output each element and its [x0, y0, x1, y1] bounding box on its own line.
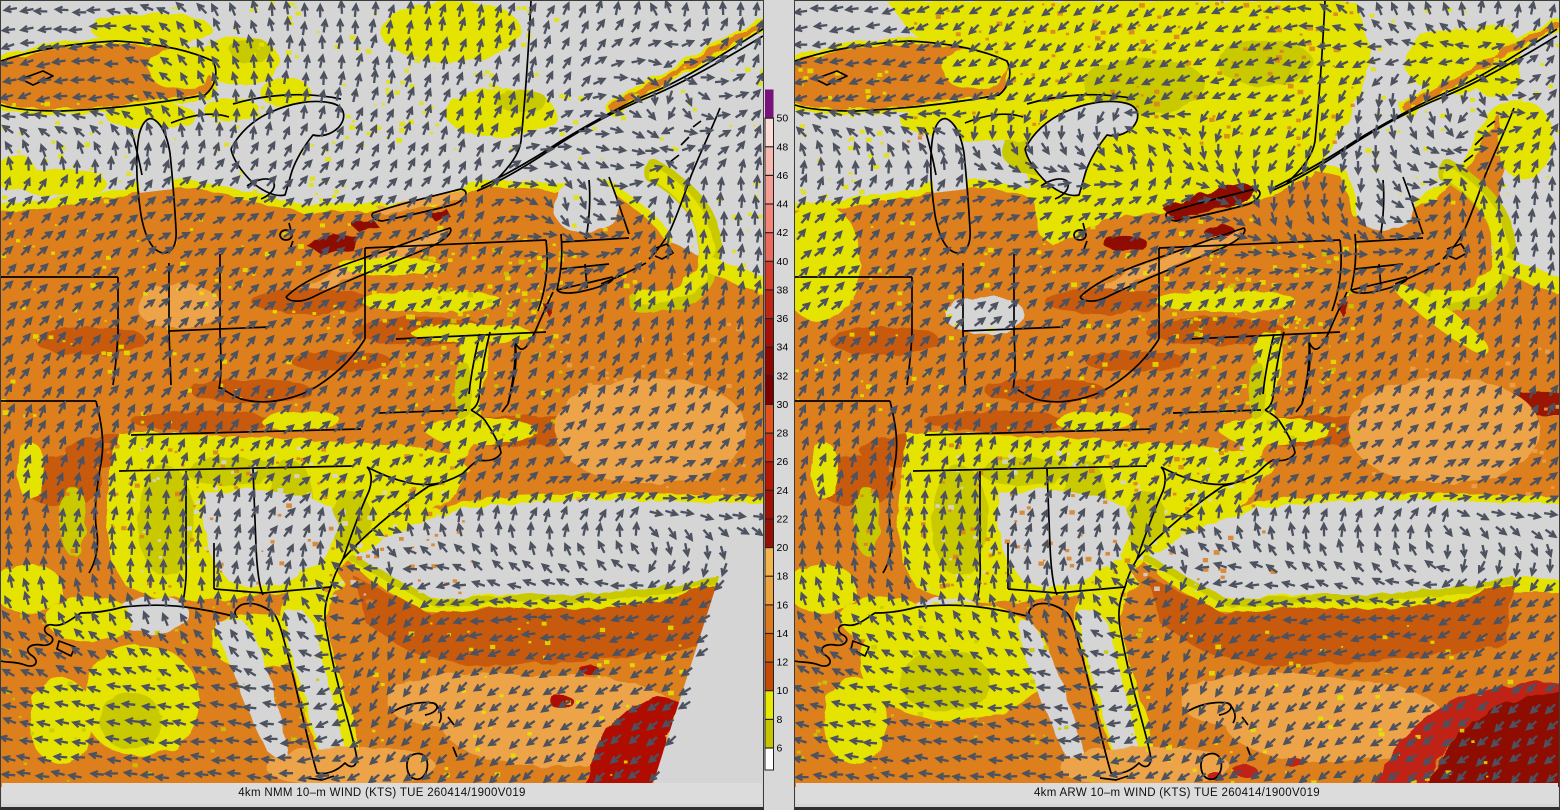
svg-text:18: 18 — [777, 571, 789, 583]
svg-text:38: 38 — [777, 284, 789, 296]
svg-text:30: 30 — [777, 399, 789, 411]
svg-text:20: 20 — [777, 542, 789, 554]
svg-text:26: 26 — [777, 456, 789, 468]
svg-text:34: 34 — [777, 342, 789, 354]
svg-text:42: 42 — [777, 227, 789, 239]
svg-text:28: 28 — [777, 428, 789, 440]
svg-text:6: 6 — [777, 743, 783, 755]
svg-text:14: 14 — [777, 628, 789, 640]
svg-text:40: 40 — [777, 256, 789, 268]
svg-text:8: 8 — [777, 714, 783, 726]
svg-text:12: 12 — [777, 657, 789, 669]
svg-text:22: 22 — [777, 514, 789, 526]
svg-text:16: 16 — [777, 599, 789, 611]
svg-text:44: 44 — [777, 199, 789, 211]
svg-text:50: 50 — [777, 113, 789, 125]
svg-text:10: 10 — [777, 685, 789, 697]
svg-text:36: 36 — [777, 313, 789, 325]
svg-text:46: 46 — [777, 170, 789, 182]
svg-text:24: 24 — [777, 485, 789, 497]
svg-text:48: 48 — [777, 141, 789, 153]
svg-text:32: 32 — [777, 370, 789, 382]
